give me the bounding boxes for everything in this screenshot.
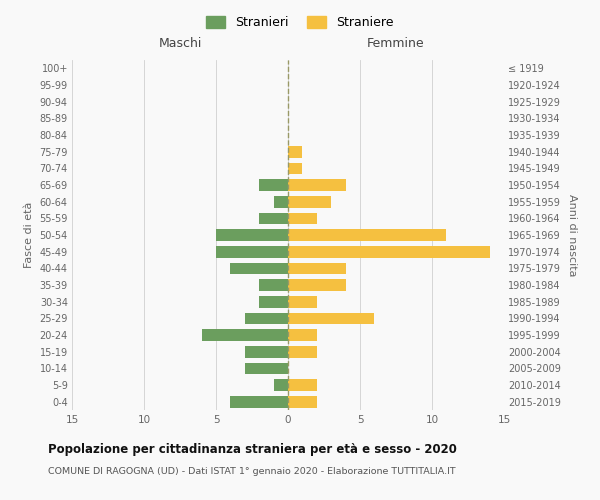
Bar bbox=[288, 379, 317, 391]
Bar bbox=[259, 212, 288, 224]
Bar bbox=[288, 179, 346, 191]
Bar bbox=[216, 229, 288, 241]
Text: Maschi: Maschi bbox=[158, 37, 202, 50]
Bar bbox=[245, 346, 288, 358]
Bar bbox=[288, 246, 490, 258]
Y-axis label: Anni di nascita: Anni di nascita bbox=[566, 194, 577, 276]
Bar bbox=[230, 262, 288, 274]
Bar bbox=[288, 196, 331, 207]
Bar bbox=[274, 379, 288, 391]
Bar bbox=[288, 296, 317, 308]
Bar bbox=[288, 146, 302, 158]
Bar bbox=[288, 229, 446, 241]
Bar bbox=[230, 396, 288, 407]
Bar bbox=[288, 312, 374, 324]
Bar bbox=[202, 329, 288, 341]
Bar bbox=[288, 346, 317, 358]
Text: Popolazione per cittadinanza straniera per età e sesso - 2020: Popolazione per cittadinanza straniera p… bbox=[48, 442, 457, 456]
Bar bbox=[288, 279, 346, 291]
Legend: Stranieri, Straniere: Stranieri, Straniere bbox=[202, 11, 398, 34]
Bar bbox=[288, 329, 317, 341]
Y-axis label: Fasce di età: Fasce di età bbox=[24, 202, 34, 268]
Text: COMUNE DI RAGOGNA (UD) - Dati ISTAT 1° gennaio 2020 - Elaborazione TUTTITALIA.IT: COMUNE DI RAGOGNA (UD) - Dati ISTAT 1° g… bbox=[48, 468, 455, 476]
Bar bbox=[288, 396, 317, 407]
Bar bbox=[288, 162, 302, 174]
Bar bbox=[216, 246, 288, 258]
Bar bbox=[245, 362, 288, 374]
Bar bbox=[288, 262, 346, 274]
Text: Femmine: Femmine bbox=[367, 37, 425, 50]
Bar bbox=[274, 196, 288, 207]
Bar bbox=[259, 279, 288, 291]
Bar bbox=[288, 212, 317, 224]
Bar bbox=[259, 296, 288, 308]
Bar bbox=[259, 179, 288, 191]
Bar bbox=[245, 312, 288, 324]
